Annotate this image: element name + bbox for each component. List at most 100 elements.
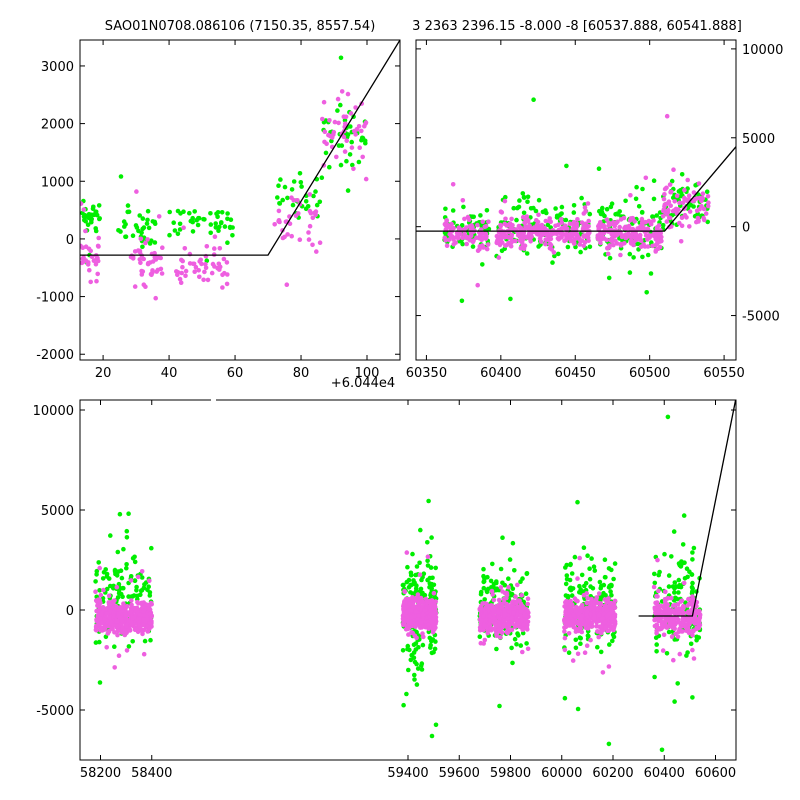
data-point-series-b bbox=[477, 625, 483, 630]
data-point-series-a bbox=[696, 635, 702, 640]
data-point-series-b bbox=[335, 96, 341, 102]
data-point-series-a bbox=[685, 574, 690, 580]
data-point-series-a bbox=[130, 639, 135, 644]
data-point-series-b bbox=[320, 116, 325, 122]
data-point-series-a bbox=[140, 244, 145, 250]
data-point-series-a bbox=[659, 747, 665, 753]
data-point-series-b bbox=[623, 235, 628, 241]
data-point-series-b bbox=[485, 242, 491, 247]
data-point-series-b bbox=[500, 589, 505, 594]
data-point-series-b bbox=[675, 602, 681, 607]
data-point-series-b bbox=[664, 219, 670, 224]
data-point-series-a bbox=[587, 566, 592, 571]
data-point-series-a bbox=[582, 583, 587, 589]
data-point-series-a bbox=[461, 204, 466, 210]
data-point-series-a bbox=[587, 244, 593, 250]
data-point-series-a bbox=[631, 255, 636, 260]
data-point-series-b bbox=[138, 260, 143, 266]
data-point-series-b bbox=[506, 584, 511, 590]
data-point-series-b bbox=[525, 646, 531, 652]
data-point-series-b bbox=[522, 220, 527, 225]
data-point-series-b bbox=[563, 223, 568, 228]
data-point-series-b bbox=[645, 237, 650, 242]
data-point-series-b bbox=[430, 629, 436, 635]
data-point-series-a bbox=[215, 214, 220, 220]
data-point-series-a bbox=[508, 296, 513, 302]
data-point-series-b bbox=[680, 200, 686, 205]
data-point-series-b bbox=[129, 598, 134, 603]
data-point-series-b bbox=[584, 609, 590, 615]
data-point-series-b bbox=[586, 238, 591, 243]
data-point-series-b bbox=[567, 623, 573, 628]
data-point-series-a bbox=[121, 546, 126, 552]
data-point-series-a bbox=[111, 586, 116, 591]
data-point-series-b bbox=[118, 605, 124, 610]
data-point-series-a bbox=[280, 197, 286, 203]
data-point-series-b bbox=[421, 634, 426, 640]
data-point-series-b bbox=[604, 237, 610, 243]
data-point-series-b bbox=[682, 623, 688, 628]
data-point-series-a bbox=[662, 551, 667, 557]
data-point-series-a bbox=[433, 722, 439, 728]
data-point-series-b bbox=[626, 223, 632, 229]
data-point-series-a bbox=[595, 644, 600, 650]
data-point-series-b bbox=[562, 604, 567, 609]
data-point-series-b bbox=[217, 246, 223, 251]
data-point-series-b bbox=[602, 619, 608, 625]
data-point-series-b bbox=[618, 241, 624, 247]
data-point-series-a bbox=[192, 209, 197, 214]
data-point-series-b bbox=[96, 244, 101, 249]
data-point-series-b bbox=[598, 240, 603, 246]
data-point-series-b bbox=[511, 610, 516, 616]
data-point-series-b bbox=[505, 630, 510, 636]
data-point-series-b bbox=[494, 632, 499, 637]
data-point-series-b bbox=[652, 623, 658, 629]
data-point-series-a bbox=[500, 535, 505, 540]
data-point-series-b bbox=[345, 91, 351, 97]
data-point-series-b bbox=[112, 598, 117, 603]
data-point-series-b bbox=[514, 601, 519, 606]
data-point-series-a bbox=[150, 219, 156, 224]
data-point-series-b bbox=[572, 231, 578, 237]
data-point-series-b bbox=[652, 234, 658, 239]
data-point-series-a bbox=[676, 577, 682, 583]
data-point-series-b bbox=[525, 596, 531, 601]
data-point-series-b bbox=[504, 605, 510, 610]
data-point-series-b bbox=[357, 145, 363, 150]
data-point-series-b bbox=[197, 274, 202, 280]
data-point-series-b bbox=[112, 665, 117, 670]
data-point-series-b bbox=[460, 198, 466, 203]
data-point-series-a bbox=[93, 579, 98, 584]
data-point-series-b bbox=[568, 603, 573, 609]
data-point-series-b bbox=[405, 614, 410, 619]
data-point-series-a bbox=[515, 631, 520, 636]
data-point-series-b bbox=[104, 611, 110, 616]
data-point-series-b bbox=[576, 628, 582, 634]
data-point-series-a bbox=[97, 680, 103, 685]
data-point-series-b bbox=[426, 622, 431, 627]
data-point-series-a bbox=[478, 591, 484, 597]
data-point-series-b bbox=[116, 653, 122, 658]
data-point-series-b bbox=[343, 121, 348, 127]
data-point-series-a bbox=[433, 565, 439, 571]
data-point-series-a bbox=[571, 203, 577, 208]
data-point-series-a bbox=[520, 191, 526, 196]
data-point-series-b bbox=[428, 611, 434, 617]
data-point-series-b bbox=[140, 631, 145, 637]
data-point-series-a bbox=[596, 166, 602, 171]
data-point-series-a bbox=[598, 649, 604, 655]
data-point-series-a bbox=[140, 226, 145, 232]
data-point-series-b bbox=[691, 656, 697, 661]
data-point-series-b bbox=[139, 268, 144, 274]
data-point-series-a bbox=[145, 217, 150, 223]
data-point-series-a bbox=[587, 211, 593, 217]
data-point-series-a bbox=[190, 215, 195, 221]
data-point-series-a bbox=[92, 212, 97, 218]
data-point-series-b bbox=[477, 235, 482, 241]
data-point-series-a bbox=[520, 576, 525, 581]
data-point-series-b bbox=[672, 199, 677, 204]
data-point-series-a bbox=[104, 586, 110, 592]
data-point-series-b bbox=[690, 633, 695, 638]
data-point-series-b bbox=[321, 99, 327, 105]
data-point-series-b bbox=[150, 259, 156, 264]
